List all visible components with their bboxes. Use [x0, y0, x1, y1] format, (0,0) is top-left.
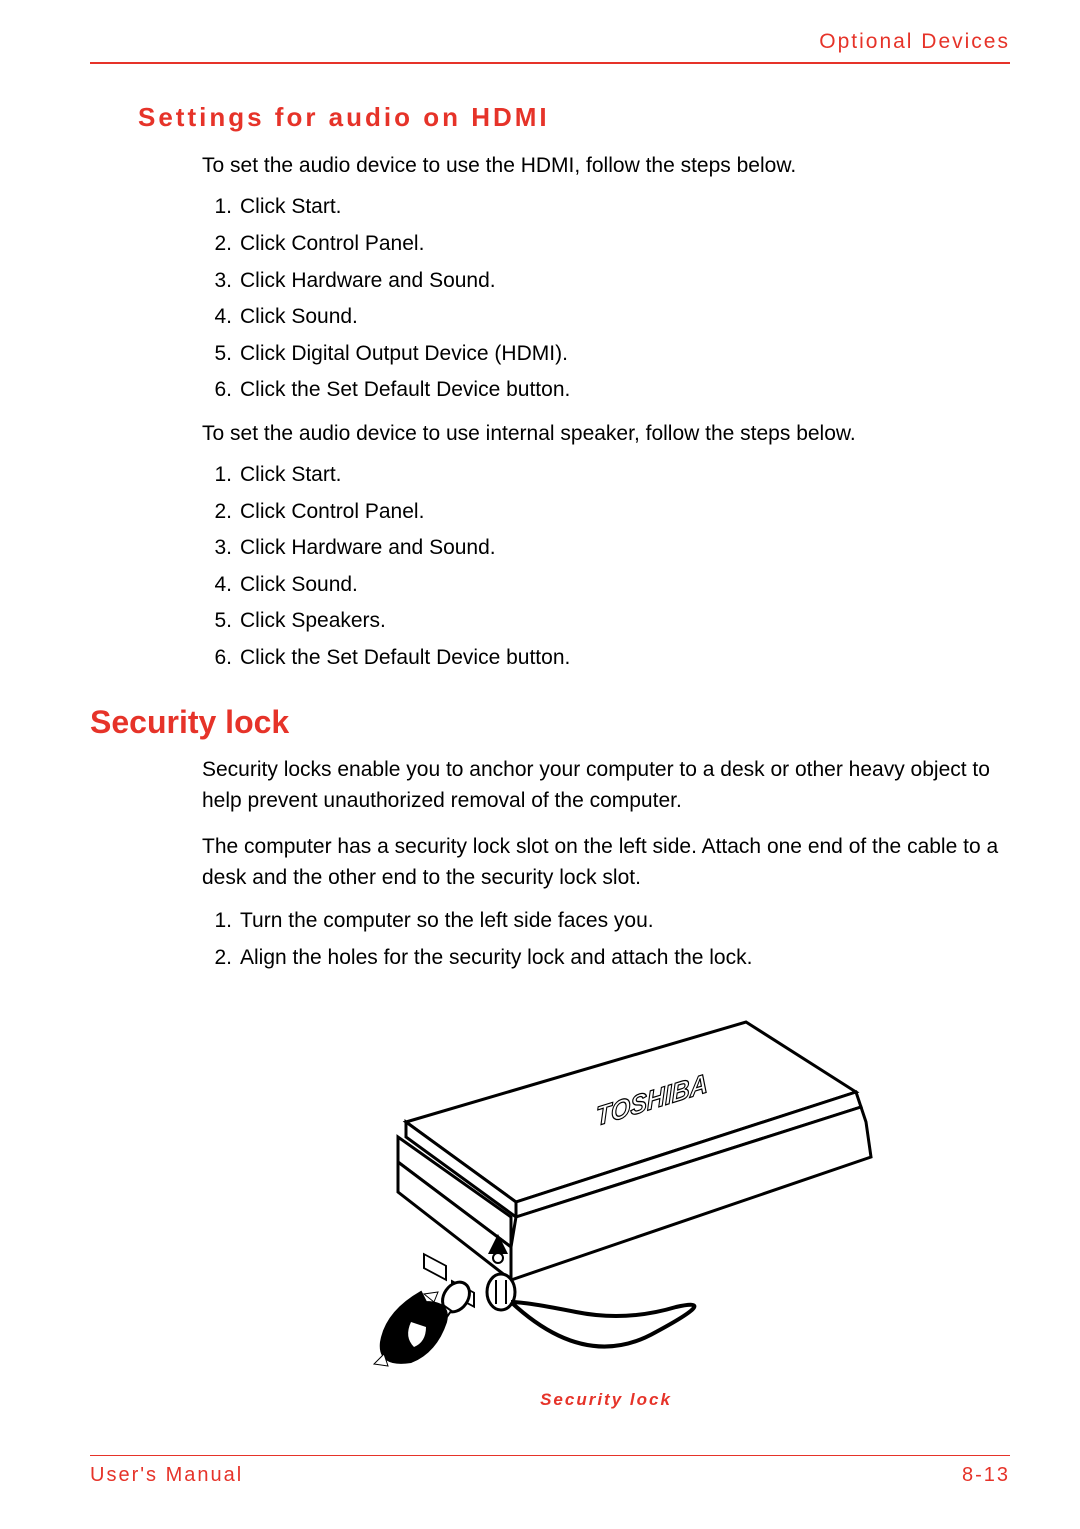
hdmi-heading: Settings for audio on HDMI [138, 102, 1010, 133]
list-item: Click Start. [202, 459, 1010, 492]
list-item: Click Hardware and Sound. [202, 532, 1010, 565]
security-lock-figure: TOSHIBA Security lo [202, 1002, 1010, 1410]
list-item: Click Sound. [202, 301, 1010, 334]
security-heading: Security lock [90, 704, 1010, 741]
laptop-lock-illustration: TOSHIBA [326, 1002, 886, 1372]
header-section: Optional Devices [90, 30, 1010, 62]
security-para2: The computer has a security lock slot on… [202, 832, 1010, 893]
security-steps: Turn the computer so the left side faces… [202, 905, 1010, 974]
hdmi-intro2: To set the audio device to use internal … [202, 419, 1010, 449]
hdmi-steps2: Click Start. Click Control Panel. Click … [202, 459, 1010, 674]
footer-left: User's Manual [90, 1464, 243, 1487]
header-rule [90, 62, 1010, 64]
hdmi-steps: Click Start. Click Control Panel. Click … [202, 191, 1010, 406]
list-item: Click Control Panel. [202, 496, 1010, 529]
list-item: Click Digital Output Device (HDMI). [202, 338, 1010, 371]
list-item: Click the Set Default Device button. [202, 642, 1010, 675]
footer-rule [90, 1455, 1010, 1456]
page-footer: User's Manual 8-13 [90, 1455, 1010, 1487]
hdmi-intro: To set the audio device to use the HDMI,… [202, 151, 1010, 181]
list-item: Click Start. [202, 191, 1010, 224]
figure-caption: Security lock [202, 1390, 1010, 1410]
list-item: Click Speakers. [202, 605, 1010, 638]
list-item: Click the Set Default Device button. [202, 374, 1010, 407]
security-para1: Security locks enable you to anchor your… [202, 755, 1010, 816]
footer-page-number: 8-13 [962, 1464, 1010, 1487]
list-item: Click Sound. [202, 569, 1010, 602]
list-item: Click Hardware and Sound. [202, 265, 1010, 298]
list-item: Click Control Panel. [202, 228, 1010, 261]
list-item: Turn the computer so the left side faces… [202, 905, 1010, 938]
list-item: Align the holes for the security lock an… [202, 942, 1010, 975]
